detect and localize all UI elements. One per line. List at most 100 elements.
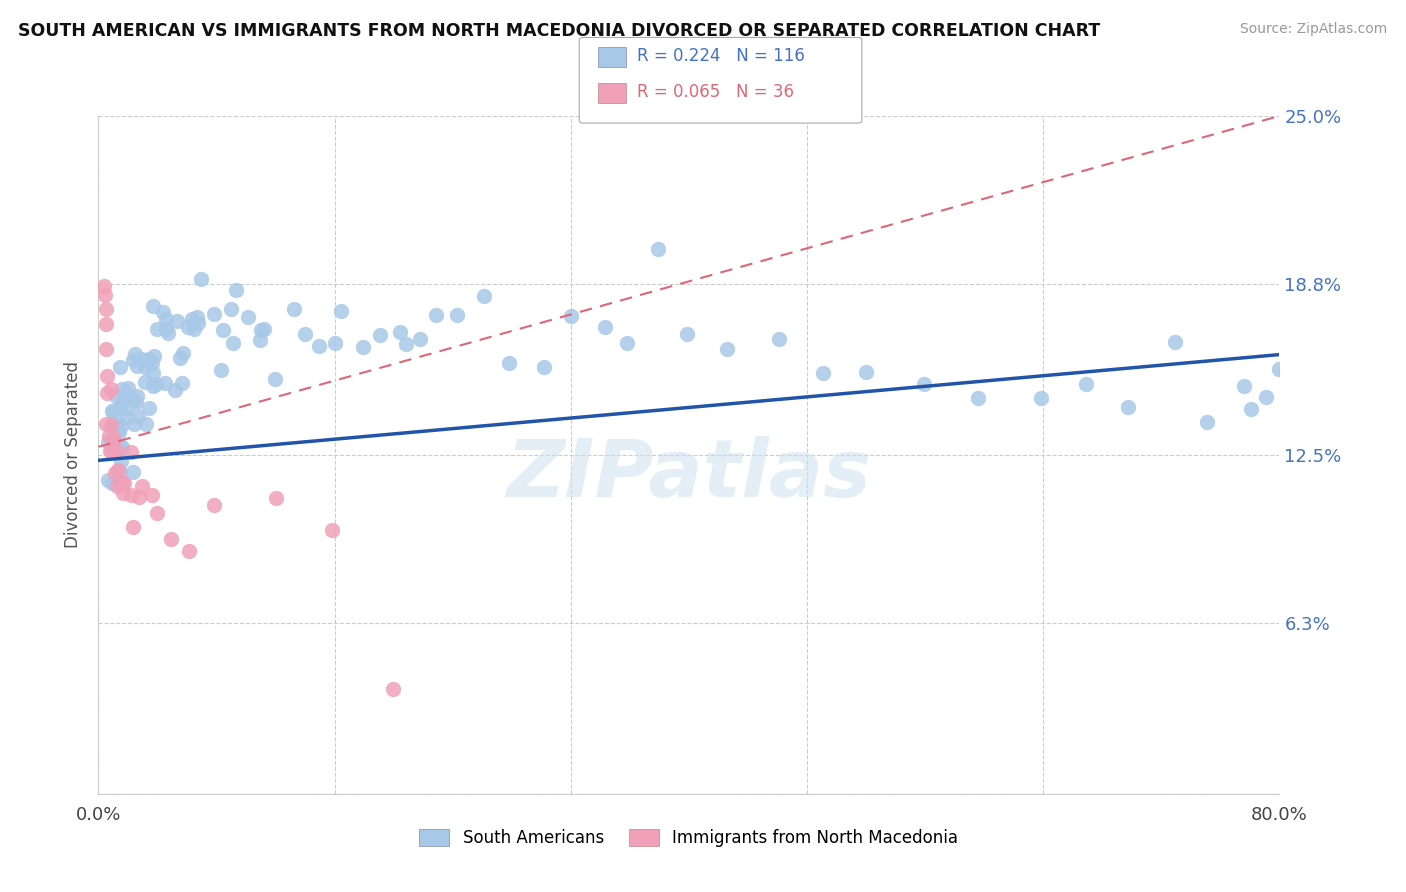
Text: R = 0.065   N = 36: R = 0.065 N = 36 <box>637 83 794 101</box>
Point <box>101 442 124 456</box>
Point <box>101 403 124 417</box>
Point <box>647 243 669 257</box>
Point <box>912 377 935 392</box>
Point <box>352 340 374 354</box>
Text: 0.0%: 0.0% <box>76 806 121 824</box>
Point <box>94 301 117 316</box>
Point <box>225 283 247 297</box>
Point <box>1116 400 1139 414</box>
Point <box>111 486 134 500</box>
Point <box>811 366 834 380</box>
Point <box>169 351 191 365</box>
Point <box>264 372 287 386</box>
Point <box>676 327 699 342</box>
Point <box>146 506 169 520</box>
Point <box>98 429 121 443</box>
Point <box>1074 377 1097 392</box>
Point <box>145 376 167 391</box>
Point <box>111 440 134 454</box>
Point <box>104 389 127 403</box>
Point <box>94 342 117 356</box>
Point <box>103 418 125 433</box>
Point <box>1313 368 1336 383</box>
Point <box>855 365 877 379</box>
Point <box>107 438 129 452</box>
Point <box>294 326 316 341</box>
Point <box>131 479 153 493</box>
Point <box>138 401 160 415</box>
Point <box>125 389 148 403</box>
Point <box>122 393 145 408</box>
Point <box>111 382 134 396</box>
Point <box>115 402 138 417</box>
Point <box>112 393 135 408</box>
Point <box>134 359 156 374</box>
Point <box>129 352 152 367</box>
Point <box>395 337 418 351</box>
Point <box>408 332 430 346</box>
Point <box>1164 335 1187 350</box>
Point <box>190 272 212 286</box>
Point <box>163 383 186 397</box>
Point <box>122 520 145 534</box>
Point <box>967 392 990 406</box>
Point <box>1254 390 1277 404</box>
Point <box>425 308 447 322</box>
Text: Source: ZipAtlas.com: Source: ZipAtlas.com <box>1240 22 1388 37</box>
Point <box>112 476 135 491</box>
Point <box>141 379 163 393</box>
Point <box>120 488 142 502</box>
Point <box>110 454 132 468</box>
Point <box>96 317 118 331</box>
Point <box>472 289 495 303</box>
Point <box>1274 365 1296 379</box>
Point <box>124 395 146 409</box>
Point <box>1341 355 1364 369</box>
Point <box>381 682 404 697</box>
Point <box>122 465 145 479</box>
Point <box>107 424 129 438</box>
Point <box>101 404 124 418</box>
Point <box>121 352 143 367</box>
Point <box>108 465 131 479</box>
Point <box>1339 351 1361 366</box>
Point <box>1240 401 1263 416</box>
Point <box>96 369 118 384</box>
Text: R = 0.224   N = 116: R = 0.224 N = 116 <box>637 47 804 65</box>
Point <box>101 475 124 490</box>
Point <box>104 466 127 480</box>
Point <box>329 304 352 318</box>
Point <box>96 417 118 432</box>
Point <box>128 490 150 504</box>
Point <box>105 415 128 429</box>
Point <box>155 311 177 326</box>
Point <box>222 336 245 351</box>
Point <box>321 523 343 537</box>
Point <box>533 359 555 374</box>
Text: 80.0%: 80.0% <box>1251 806 1308 824</box>
Point <box>103 419 125 434</box>
Point <box>138 352 160 367</box>
Point <box>253 322 276 336</box>
Point <box>249 322 271 336</box>
Point <box>716 342 738 356</box>
Point <box>127 409 149 424</box>
Point <box>105 479 128 493</box>
Point <box>768 332 790 346</box>
Legend: South Americans, Immigrants from North Macedonia: South Americans, Immigrants from North M… <box>413 822 965 854</box>
Point <box>249 333 271 347</box>
Point <box>1298 398 1320 412</box>
Point <box>115 387 138 401</box>
Point <box>153 376 176 391</box>
Point <box>120 445 142 459</box>
Point <box>124 346 146 360</box>
Point <box>98 444 121 458</box>
Point <box>141 356 163 370</box>
Point <box>101 436 124 450</box>
Point <box>101 430 124 444</box>
Point <box>117 390 139 404</box>
Point <box>127 359 149 373</box>
Point <box>202 498 225 512</box>
Point <box>560 310 582 324</box>
Point <box>1268 362 1291 376</box>
